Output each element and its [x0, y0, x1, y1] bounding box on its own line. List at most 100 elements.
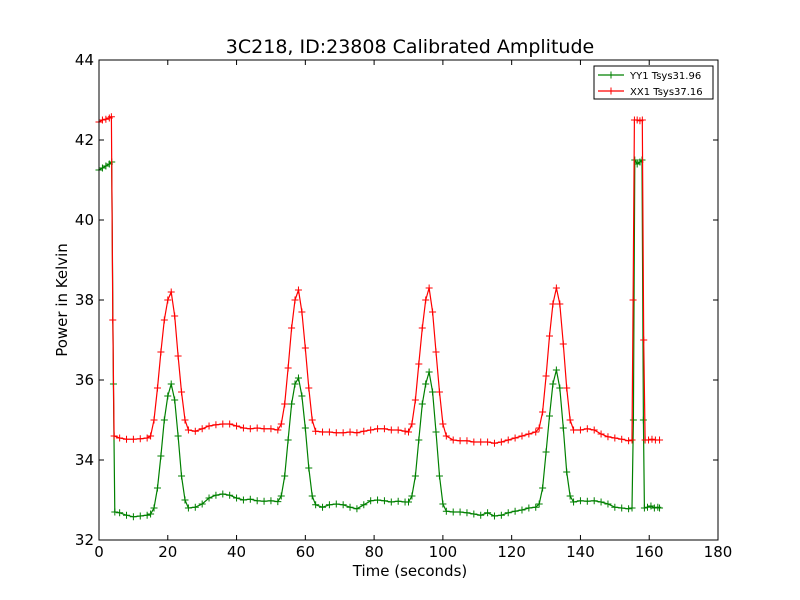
series-0-point-76 [470, 510, 478, 518]
series-0-point-7 [116, 509, 124, 517]
series-1-point-113 [645, 436, 653, 444]
series-0-point-97 [576, 497, 584, 505]
series-0-point-21 [178, 472, 186, 480]
series-1-point-64 [415, 360, 423, 368]
series-0-point-36 [274, 498, 282, 506]
series-1-point-80 [497, 438, 505, 446]
series-1-point-8 [123, 435, 131, 443]
series-0-point-32 [246, 495, 254, 503]
series-0-point-74 [456, 508, 464, 516]
series-1-point-4 [107, 113, 115, 121]
series-0-point-58 [387, 498, 395, 506]
y-tick-label: 40 [75, 211, 94, 229]
series-1-point-61 [405, 428, 412, 436]
series-1-point-37 [277, 420, 285, 428]
series-1-point-88 [542, 372, 550, 380]
series-0-point-87 [539, 484, 547, 492]
series-0-point-51 [339, 501, 347, 509]
series-0-point-90 [549, 380, 557, 388]
series-0-point-29 [226, 491, 234, 499]
series-0-point-103 [618, 504, 626, 512]
series-1-point-62 [408, 420, 416, 428]
series-1-point-6 [110, 432, 118, 440]
series-1-point-35 [267, 425, 275, 433]
x-tick-label: 20 [158, 543, 177, 561]
y-tick-label: 42 [75, 131, 94, 149]
series-1-point-1 [98, 116, 106, 124]
series-1-point-50 [332, 429, 340, 437]
series-1-point-114 [648, 435, 656, 443]
series-1-point-83 [518, 432, 526, 440]
series-1-point-47 [312, 427, 320, 435]
series-1-point-30 [233, 422, 241, 430]
series-1-point-59 [394, 426, 402, 434]
series-0-point-54 [360, 501, 368, 509]
series-0-point-57 [380, 497, 388, 505]
series-0-point-91 [552, 366, 560, 374]
series-0-point-17 [164, 392, 172, 400]
series-0-point-89 [545, 412, 553, 420]
series-0-point-116 [654, 503, 662, 511]
series-1-point-105 [628, 436, 636, 444]
series-0-point-45 [305, 464, 313, 472]
series-0-point-19 [171, 396, 179, 404]
series-0-point-71 [439, 500, 447, 508]
x-tick-label: 60 [296, 543, 315, 561]
series-1-point-87 [539, 408, 547, 416]
series-1-point-29 [226, 420, 234, 428]
series-1-point-53 [353, 429, 361, 437]
series-1-point-42 [294, 286, 302, 294]
series-0-point-62 [408, 492, 416, 500]
series-1-point-22 [181, 416, 189, 424]
series-1-point-21 [178, 388, 186, 396]
series-1-point-91 [552, 284, 560, 292]
series-0-point-113 [644, 503, 652, 511]
series-1-point-33 [253, 424, 261, 432]
series-1-point-84 [525, 430, 533, 438]
series-1-point-86 [535, 424, 543, 432]
series-1-point-95 [566, 416, 574, 424]
legend-marker-1 [607, 87, 615, 95]
series-0-point-85 [532, 503, 540, 511]
series-1-point-116 [656, 436, 664, 444]
series-1-point-103 [618, 435, 626, 443]
series-1-point-31 [239, 424, 247, 432]
series-0-point-30 [233, 494, 241, 502]
series-1-point-100 [597, 430, 605, 438]
series-1-point-15 [157, 348, 165, 356]
series-0-point-6 [111, 508, 119, 516]
series-1-point-89 [545, 332, 553, 340]
series-0-point-107 [631, 156, 639, 164]
series-0-point-37 [277, 492, 285, 500]
series-1-point-85 [532, 428, 540, 436]
series-1-point-54 [360, 427, 368, 435]
series-1-point-57 [380, 425, 388, 433]
series-0-point-47 [312, 501, 320, 509]
series-1-point-34 [260, 425, 268, 433]
series-0-point-88 [542, 448, 550, 456]
series-0-line-0 [98, 157, 660, 518]
series-1-line-0 [98, 115, 660, 444]
series-0-point-9 [129, 513, 137, 521]
series-0-point-55 [367, 497, 375, 505]
series-0-point-105 [628, 504, 636, 512]
series-0-point-94 [563, 468, 571, 476]
y-tick-label: 36 [75, 371, 94, 389]
series-0-point-61 [405, 498, 412, 506]
series-1-point-9 [129, 435, 137, 443]
series-1-point-40 [288, 324, 296, 332]
x-tick-label: 180 [704, 543, 733, 561]
series-0-point-43 [298, 392, 306, 400]
series-1-point-39 [284, 364, 292, 372]
series-1-point-27 [212, 421, 220, 429]
series-0-point-11 [143, 511, 151, 519]
series-1-point-110 [638, 116, 646, 124]
series-0-point-10 [136, 512, 144, 520]
series-1-point-111 [640, 336, 648, 344]
series-1-point-13 [150, 416, 158, 424]
series-0-point-59 [394, 497, 402, 505]
series-0-point-106 [629, 416, 637, 424]
series-1-point-90 [549, 300, 557, 308]
series-1-point-49 [325, 428, 333, 436]
series-1-point-96 [570, 426, 578, 434]
